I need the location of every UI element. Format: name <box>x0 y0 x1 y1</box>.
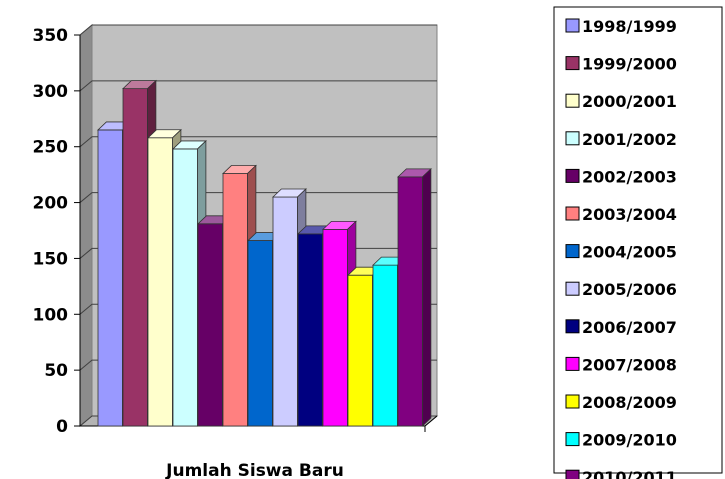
legend-label: 2006/2007 <box>582 318 677 337</box>
gridline <box>79 80 437 92</box>
legend-swatch <box>565 93 580 108</box>
legend-label: 2004/2005 <box>582 243 677 262</box>
legend-swatch <box>565 469 580 479</box>
bar-front <box>247 240 273 427</box>
legend-label: 2003/2004 <box>582 205 677 224</box>
legend-box <box>553 6 723 474</box>
legend-swatch <box>565 244 580 259</box>
gridline <box>79 24 437 36</box>
bar-front <box>347 274 373 427</box>
gridline <box>79 192 437 203</box>
bar-front <box>172 148 198 427</box>
legend-item: 2000/2001 <box>565 92 677 111</box>
y-tick-label: 350 <box>33 26 69 46</box>
legend-swatch <box>565 18 580 33</box>
legend-item: 2002/2003 <box>565 167 677 186</box>
bar-front <box>197 223 223 427</box>
side-wall <box>79 23 93 428</box>
legend-label: 2001/2002 <box>582 130 677 149</box>
bar-front <box>122 88 148 427</box>
y-tick-label: 200 <box>33 194 69 214</box>
bar-2003-2004 <box>222 164 257 427</box>
legend-item: 2009/2010 <box>565 431 677 450</box>
legend-swatch <box>565 319 580 334</box>
y-tick-label: 100 <box>33 305 69 325</box>
legend: 1998/1999 1999/2000 2000/2001 2001/2002 2002… <box>553 6 723 479</box>
bar-front <box>322 228 348 427</box>
legend-swatch <box>565 281 580 296</box>
legend-label: 1999/2000 <box>582 55 677 74</box>
legend-label: 2009/2010 <box>582 431 677 450</box>
bar-front <box>397 176 423 427</box>
legend-item: 2007/2008 <box>565 355 677 374</box>
y-tick-label: 250 <box>33 138 69 158</box>
legend-label: 2000/2001 <box>582 92 677 111</box>
legend-label: 2008/2009 <box>582 393 677 412</box>
y-tick-label: 0 <box>56 417 68 437</box>
legend-item: 1999/2000 <box>565 55 677 74</box>
legend-label: 2010/2011 <box>582 468 677 479</box>
x-axis-depth-line <box>424 415 438 427</box>
legend-swatch <box>565 394 580 409</box>
legend-swatch <box>565 56 580 71</box>
legend-item: 2001/2002 <box>565 130 677 149</box>
legend-swatch <box>565 356 580 371</box>
bar-side <box>422 167 432 427</box>
legend-swatch <box>565 206 580 221</box>
legend-item: 2004/2005 <box>565 243 677 262</box>
legend-label: 2002/2003 <box>582 167 677 186</box>
legend-swatch <box>565 168 580 183</box>
legend-item: 2008/2009 <box>565 393 677 412</box>
bars <box>96 79 432 427</box>
gridline <box>79 136 437 148</box>
legend-item: 2010/2011 <box>565 468 677 479</box>
legend-swatch <box>565 432 580 447</box>
legend-item: 2006/2007 <box>565 318 677 337</box>
legend-label: 2007/2008 <box>582 355 677 374</box>
bar-front <box>97 129 123 427</box>
legend-item: 1998/1999 <box>565 17 677 36</box>
legend-swatch <box>565 131 580 146</box>
bar-2010-2011 <box>397 167 432 427</box>
x-axis-label: Jumlah Siswa Baru <box>165 461 344 479</box>
y-tick-label: 300 <box>33 82 69 102</box>
y-tick-label: 50 <box>44 361 68 381</box>
y-tick-label: 150 <box>33 249 69 269</box>
legend-label: 2005/2006 <box>582 280 677 299</box>
bar-front <box>147 137 173 427</box>
legend-item: 2003/2004 <box>565 205 677 224</box>
bar-front <box>222 173 248 427</box>
legend-label: 1998/1999 <box>582 17 677 36</box>
bar-front <box>372 264 398 427</box>
legend-item: 2005/2006 <box>565 280 677 299</box>
bar-front <box>272 196 298 427</box>
bar-front <box>297 233 323 427</box>
